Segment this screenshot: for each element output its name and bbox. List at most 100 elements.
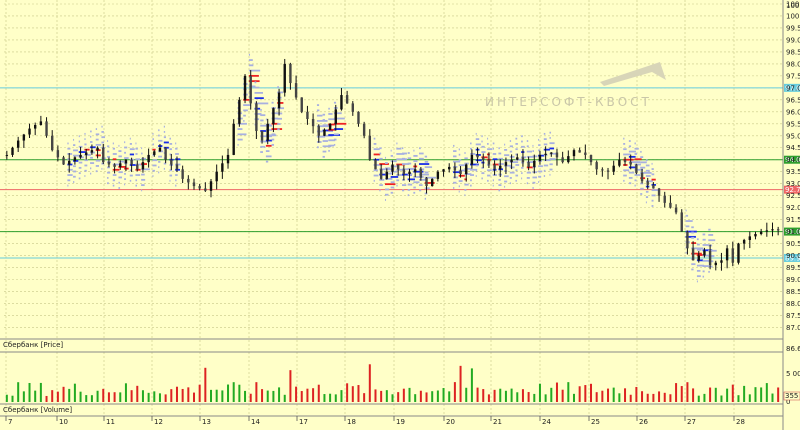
volume-bar — [669, 394, 672, 402]
profile-bar — [464, 194, 466, 197]
profile-bar — [328, 139, 336, 142]
profile-bar — [464, 183, 469, 186]
volume-bar — [181, 388, 184, 402]
candle-body — [527, 162, 530, 167]
profile-bar — [390, 191, 393, 194]
profile-bar — [73, 170, 77, 173]
profile-bar — [84, 169, 87, 172]
price-tick-label: 94.5 — [786, 144, 800, 152]
profile-bar — [515, 143, 518, 145]
profile-bar — [458, 164, 466, 167]
profile-bar — [101, 136, 106, 139]
profile-bar — [390, 176, 399, 178]
profile-bar — [112, 147, 115, 150]
candle-body — [158, 147, 162, 152]
profile-bar — [407, 162, 412, 165]
profile-bar — [696, 259, 704, 262]
profile-bar — [651, 199, 654, 202]
volume-bar — [561, 389, 564, 402]
volume-bar — [402, 388, 405, 402]
profile-bar — [333, 101, 337, 104]
volume-bar — [215, 389, 218, 402]
profile-bar — [538, 144, 541, 147]
volume-bar — [567, 382, 570, 402]
volume-bar — [289, 370, 292, 402]
profile-bar — [481, 135, 483, 138]
profile-bar — [328, 107, 330, 110]
profile-bar — [515, 179, 517, 182]
candle-body — [567, 156, 570, 163]
candle-body — [771, 229, 774, 231]
profile-bar — [407, 157, 412, 160]
profile-bar — [487, 137, 489, 140]
profile-bar — [373, 174, 379, 177]
volume-bar — [113, 392, 116, 402]
volume-bar — [465, 387, 468, 402]
volume-bar — [136, 385, 139, 402]
candle-body — [153, 151, 156, 155]
candle-body — [39, 121, 43, 125]
time-axis: 7 10 11 12 13 14 17 18 19 20 21 24 25 26 27 28 — [5, 416, 745, 426]
profile-bar — [532, 176, 538, 179]
candle-body — [748, 236, 752, 240]
profile-bar — [112, 142, 114, 145]
profile-bar — [322, 113, 326, 116]
profile-bar — [322, 145, 332, 148]
profile-bar — [90, 167, 92, 170]
profile-bar — [475, 164, 479, 167]
volume-bar — [56, 391, 59, 402]
profile-bar — [634, 142, 636, 145]
profile-bar — [328, 113, 333, 115]
volume-bar — [771, 393, 774, 402]
profile-bar — [691, 268, 694, 271]
profile-bar — [152, 154, 156, 156]
candle-body — [550, 152, 553, 154]
candle-body — [334, 109, 337, 124]
profile-bar — [141, 173, 145, 176]
profile-bar — [640, 166, 646, 169]
profile-bar — [696, 243, 700, 246]
profile-bar — [243, 120, 245, 122]
profile-bar — [634, 184, 636, 187]
price-top-label: 100.50 — [786, 2, 800, 10]
profile-bar — [623, 148, 627, 151]
candle-body — [45, 121, 48, 136]
profile-bar — [526, 166, 534, 169]
volume-bar — [102, 388, 105, 402]
profile-bar — [101, 141, 105, 144]
profile-bar — [419, 147, 421, 150]
profile-bar — [95, 138, 99, 141]
profile-bar — [333, 133, 339, 136]
profile-bar — [634, 163, 641, 166]
profile-bar — [390, 154, 393, 157]
profile-bar — [634, 168, 643, 171]
volume-bar — [470, 368, 473, 402]
profile-bar — [384, 156, 386, 159]
profile-bar — [419, 152, 424, 155]
profile-bar — [237, 143, 239, 146]
profile-bar — [702, 244, 709, 246]
candle-body — [5, 154, 9, 156]
candle-body — [96, 147, 99, 151]
profile-bar — [458, 174, 465, 177]
profile-bar — [390, 160, 397, 163]
volume-bar — [96, 390, 99, 402]
profile-bar — [390, 186, 395, 189]
profile-bar — [504, 175, 509, 178]
volume-bar — [686, 382, 689, 402]
volume-bar — [210, 389, 213, 402]
profile-bar — [135, 163, 143, 166]
profile-bar — [407, 189, 411, 191]
candle-body — [323, 129, 326, 136]
volume-bar — [652, 393, 655, 402]
candle-body — [408, 171, 411, 175]
profile-bar — [640, 171, 652, 174]
profile-bar — [260, 119, 264, 122]
volume-last-label: 355 900 — [785, 392, 800, 400]
profile-bar — [118, 144, 120, 147]
profile-bar — [640, 187, 644, 190]
profile-bar — [504, 180, 508, 183]
volume-bar — [658, 391, 661, 402]
profile-bar — [509, 155, 515, 158]
volume-tick-label: 0 — [786, 398, 790, 406]
